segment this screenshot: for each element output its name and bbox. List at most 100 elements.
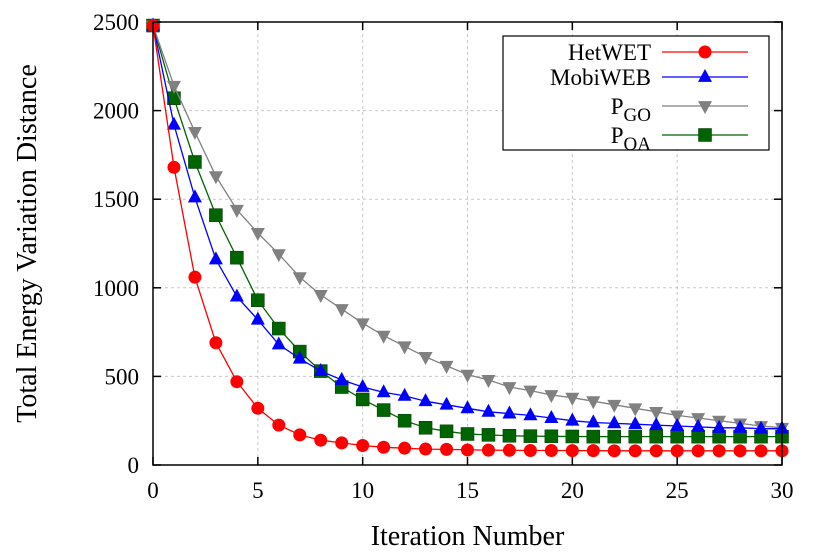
data-point xyxy=(376,384,391,398)
data-point xyxy=(229,204,244,218)
data-point xyxy=(271,249,286,263)
x-tick-label: 20 xyxy=(561,478,584,503)
data-point xyxy=(313,363,328,376)
data-point xyxy=(502,382,517,396)
data-point xyxy=(565,392,580,406)
data-point xyxy=(565,444,579,458)
data-point xyxy=(544,443,558,457)
legend-entry-mobiweb: MobiWEB xyxy=(550,65,748,90)
data-point xyxy=(166,116,181,130)
data-point xyxy=(544,409,559,423)
data-point xyxy=(649,417,664,431)
data-point xyxy=(313,289,328,303)
series-poa xyxy=(146,18,789,444)
data-point xyxy=(439,424,454,439)
data-point xyxy=(334,304,349,318)
series-pgo xyxy=(146,20,789,436)
data-point xyxy=(418,352,433,365)
data-point xyxy=(544,390,559,404)
data-point xyxy=(691,418,706,432)
data-point xyxy=(229,288,244,302)
data-point xyxy=(628,403,643,417)
data-point xyxy=(209,336,223,350)
y-tick-label: 0 xyxy=(128,453,140,478)
x-axis-label: Iteration Number xyxy=(371,521,565,552)
x-tick-label: 15 xyxy=(456,478,479,503)
legend-entry-poa: POA xyxy=(611,123,748,155)
data-point xyxy=(187,189,202,203)
y-tick-label: 1000 xyxy=(93,276,139,301)
data-point xyxy=(230,375,244,389)
data-point xyxy=(461,443,474,457)
x-tick-label: 25 xyxy=(666,478,689,503)
data-point xyxy=(607,415,622,429)
data-point xyxy=(334,371,349,385)
y-axis-label: Total Energy Variation Distance xyxy=(12,64,43,423)
data-point xyxy=(628,416,643,430)
data-point xyxy=(272,418,286,432)
legend-label-main: HetWET xyxy=(568,40,651,65)
data-point xyxy=(565,412,580,426)
data-point xyxy=(698,101,712,115)
data-point xyxy=(397,341,412,355)
data-point xyxy=(208,171,223,185)
data-point xyxy=(439,396,454,410)
data-point xyxy=(209,208,223,222)
legend-label: HetWET xyxy=(568,40,651,65)
data-point xyxy=(502,429,517,443)
data-point xyxy=(586,444,600,458)
data-point xyxy=(250,227,265,241)
data-point xyxy=(649,444,663,458)
data-point xyxy=(418,421,433,435)
data-point xyxy=(271,336,286,350)
data-point xyxy=(649,406,664,420)
legend-label-subscript: GO xyxy=(624,105,651,126)
data-point xyxy=(188,155,202,169)
data-point xyxy=(607,399,622,413)
data-point xyxy=(481,443,495,457)
data-point xyxy=(376,403,391,417)
data-point xyxy=(355,392,370,407)
legend-label: MobiWEB xyxy=(550,65,651,90)
data-point xyxy=(698,68,712,82)
data-point xyxy=(460,369,475,383)
data-point xyxy=(167,160,181,174)
data-point xyxy=(565,429,580,444)
data-point xyxy=(292,272,307,286)
data-point xyxy=(251,293,265,307)
data-point xyxy=(460,400,475,414)
y-tick-label: 2500 xyxy=(93,10,139,35)
y-tick-label: 1500 xyxy=(93,187,139,212)
data-point xyxy=(523,407,538,421)
data-point xyxy=(628,444,642,458)
data-point xyxy=(691,444,705,458)
data-point xyxy=(355,378,370,392)
data-point xyxy=(670,429,684,444)
data-point xyxy=(293,428,307,442)
data-point xyxy=(649,429,663,444)
data-point xyxy=(481,375,496,388)
data-point xyxy=(376,330,391,344)
data-point xyxy=(335,436,349,450)
data-point xyxy=(481,403,496,417)
data-point xyxy=(523,443,537,457)
data-point xyxy=(188,270,202,284)
legend-label-main: P xyxy=(611,94,624,119)
x-tick-label: 0 xyxy=(147,478,159,503)
data-point xyxy=(607,444,621,458)
data-point xyxy=(670,417,685,431)
data-point xyxy=(544,429,559,444)
data-point xyxy=(607,429,622,444)
series-mobiweb xyxy=(146,17,789,434)
data-point xyxy=(523,429,538,443)
data-point xyxy=(733,419,748,433)
data-point xyxy=(377,440,391,454)
data-point xyxy=(166,80,181,94)
series-layer xyxy=(146,17,789,458)
data-point xyxy=(272,321,286,336)
data-point xyxy=(586,429,601,444)
data-point xyxy=(670,410,685,424)
data-point xyxy=(398,441,412,455)
x-tick-label: 30 xyxy=(771,478,794,503)
